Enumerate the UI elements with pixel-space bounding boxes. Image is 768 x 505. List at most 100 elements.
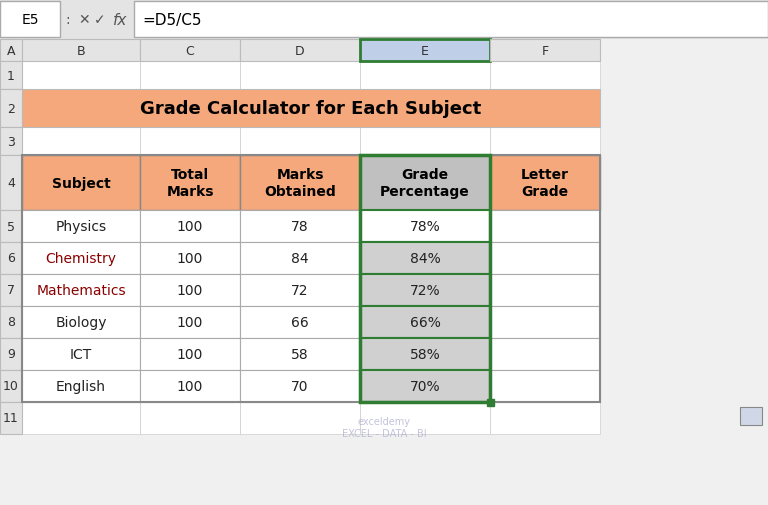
Text: English: English bbox=[56, 379, 106, 393]
Bar bbox=[0, 90, 22, 128]
Bar bbox=[360, 274, 490, 307]
Bar bbox=[360, 211, 490, 242]
Text: 78: 78 bbox=[291, 220, 309, 233]
Bar bbox=[140, 40, 240, 62]
Text: 5: 5 bbox=[7, 220, 15, 233]
Text: 66%: 66% bbox=[409, 316, 440, 329]
Bar bbox=[360, 370, 490, 402]
Bar bbox=[22, 370, 140, 402]
Bar bbox=[490, 62, 600, 90]
Text: Grade Calculator for Each Subject: Grade Calculator for Each Subject bbox=[141, 100, 482, 118]
Text: 100: 100 bbox=[177, 379, 204, 393]
Text: Biology: Biology bbox=[55, 316, 107, 329]
Bar bbox=[140, 156, 240, 211]
Bar bbox=[360, 90, 490, 128]
Bar bbox=[140, 338, 240, 370]
Bar bbox=[240, 274, 360, 307]
Bar bbox=[360, 242, 490, 274]
Bar bbox=[240, 370, 360, 402]
Bar bbox=[360, 156, 490, 402]
Bar bbox=[240, 370, 360, 402]
Bar bbox=[240, 338, 360, 370]
Text: 58%: 58% bbox=[409, 347, 440, 361]
Bar bbox=[240, 242, 360, 274]
Bar bbox=[490, 90, 600, 128]
Bar bbox=[140, 156, 240, 211]
Bar bbox=[22, 211, 140, 242]
Bar bbox=[140, 307, 240, 338]
Bar bbox=[360, 338, 490, 370]
Text: C: C bbox=[186, 44, 194, 58]
Bar bbox=[0, 307, 22, 338]
Bar bbox=[0, 156, 22, 211]
Text: Total
Marks: Total Marks bbox=[166, 168, 214, 198]
Bar bbox=[240, 90, 360, 128]
Bar bbox=[22, 40, 140, 62]
Bar bbox=[22, 274, 140, 307]
Bar bbox=[240, 128, 360, 156]
Bar bbox=[22, 370, 140, 402]
Bar bbox=[490, 307, 600, 338]
Bar bbox=[360, 370, 490, 402]
Bar bbox=[22, 242, 140, 274]
Bar bbox=[0, 0, 768, 40]
Bar bbox=[360, 128, 490, 156]
Bar bbox=[140, 62, 240, 90]
Bar bbox=[240, 242, 360, 274]
Bar bbox=[0, 274, 22, 307]
Bar bbox=[240, 274, 360, 307]
Bar bbox=[0, 242, 22, 274]
Bar bbox=[140, 307, 240, 338]
Text: Mathematics: Mathematics bbox=[36, 283, 126, 297]
Bar bbox=[490, 370, 600, 402]
Bar bbox=[360, 40, 490, 62]
Text: 84: 84 bbox=[291, 251, 309, 266]
Bar bbox=[140, 128, 240, 156]
Bar bbox=[22, 156, 140, 211]
Text: B: B bbox=[77, 44, 85, 58]
Bar bbox=[140, 402, 240, 434]
Text: 100: 100 bbox=[177, 220, 204, 233]
Text: ✓: ✓ bbox=[94, 13, 106, 27]
Text: 100: 100 bbox=[177, 347, 204, 361]
Bar bbox=[490, 211, 600, 242]
Bar bbox=[490, 338, 600, 370]
Text: ICT: ICT bbox=[70, 347, 92, 361]
Bar bbox=[240, 62, 360, 90]
Text: F: F bbox=[541, 44, 548, 58]
Text: fx: fx bbox=[113, 13, 127, 27]
Text: 84%: 84% bbox=[409, 251, 440, 266]
Text: Physics: Physics bbox=[55, 220, 107, 233]
Bar bbox=[240, 156, 360, 211]
Bar bbox=[490, 274, 600, 307]
Bar bbox=[140, 211, 240, 242]
Bar bbox=[140, 274, 240, 307]
Bar bbox=[0, 274, 22, 307]
Text: E5: E5 bbox=[22, 13, 38, 27]
Bar bbox=[240, 402, 360, 434]
Bar bbox=[360, 62, 490, 90]
Bar bbox=[0, 62, 22, 90]
Text: Marks
Obtained: Marks Obtained bbox=[264, 168, 336, 198]
Bar bbox=[140, 90, 240, 128]
Text: :: : bbox=[66, 13, 71, 27]
Bar bbox=[0, 242, 22, 274]
Bar bbox=[140, 274, 240, 307]
Bar bbox=[22, 338, 140, 370]
Text: 3: 3 bbox=[7, 135, 15, 148]
Text: D: D bbox=[295, 44, 305, 58]
Text: 100: 100 bbox=[177, 283, 204, 297]
Bar bbox=[490, 242, 600, 274]
Bar bbox=[0, 307, 22, 338]
Bar bbox=[0, 40, 22, 62]
Bar bbox=[360, 338, 490, 370]
Bar bbox=[490, 307, 600, 338]
Bar bbox=[490, 211, 600, 242]
Bar bbox=[140, 370, 240, 402]
Text: Chemistry: Chemistry bbox=[45, 251, 117, 266]
Bar bbox=[22, 128, 140, 156]
Text: exceldemy
EXCEL - DATA - BI: exceldemy EXCEL - DATA - BI bbox=[342, 416, 426, 438]
Text: E: E bbox=[421, 44, 429, 58]
Bar bbox=[240, 156, 360, 211]
Text: 72%: 72% bbox=[409, 283, 440, 297]
